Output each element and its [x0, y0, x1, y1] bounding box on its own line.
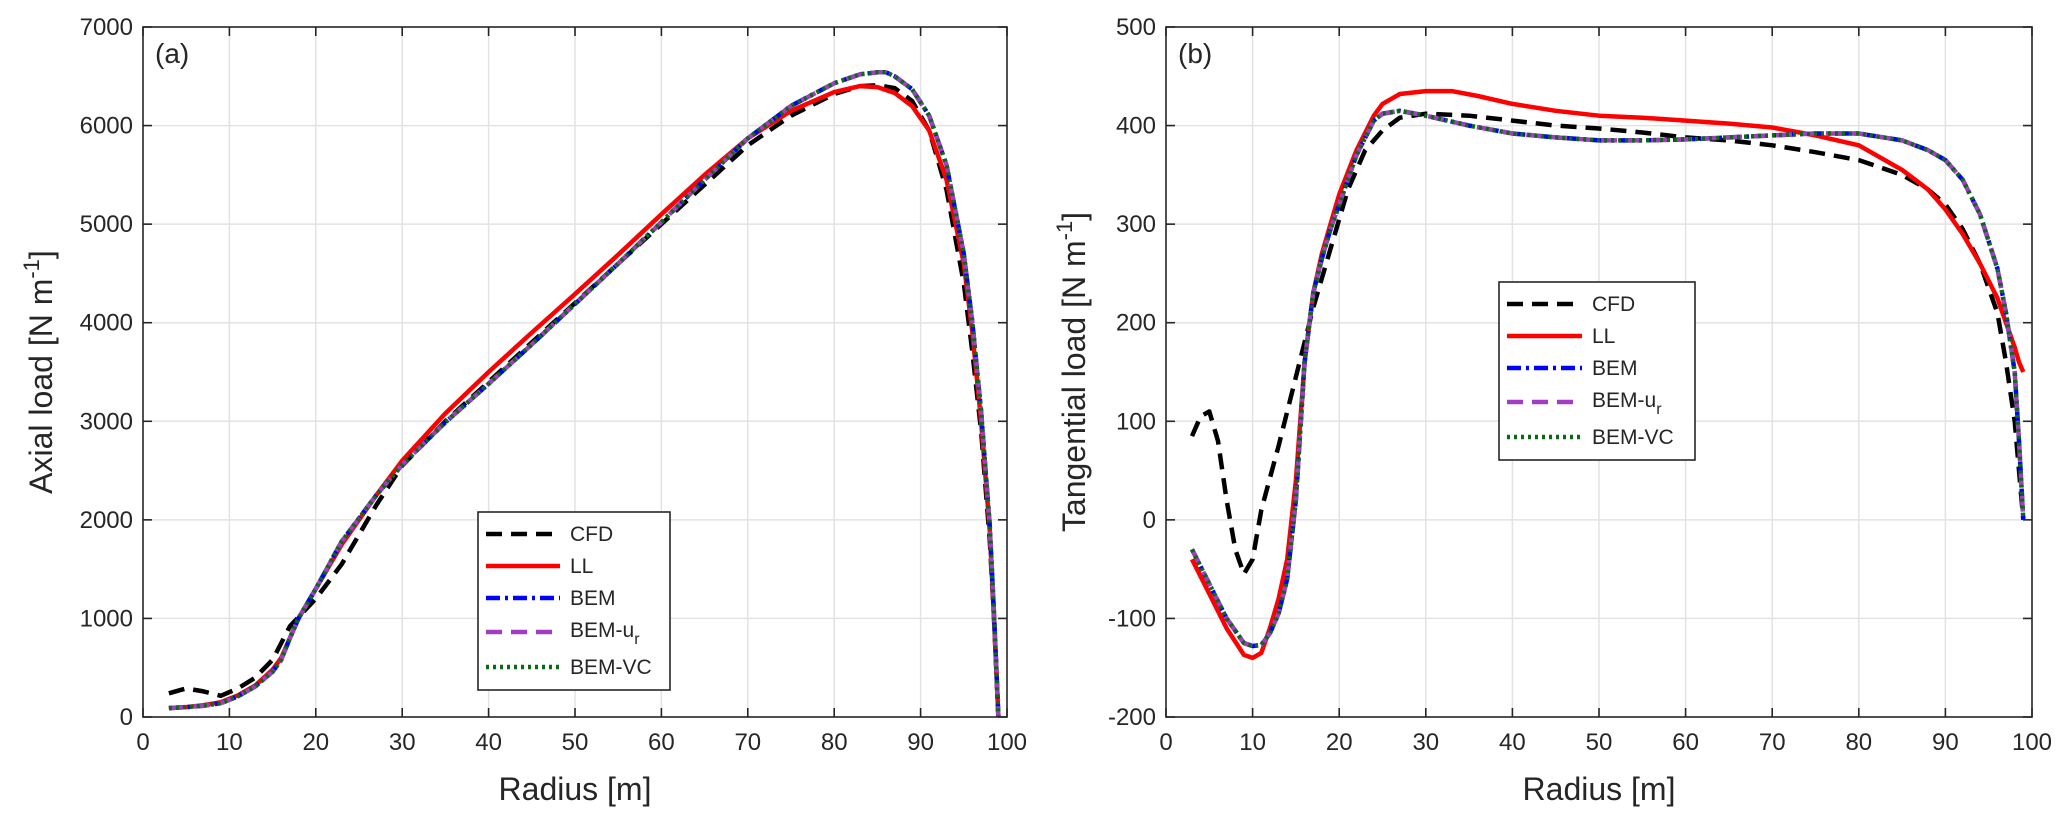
panel-a-x-tick-label: 0 — [136, 729, 149, 756]
panel-a-x-tick-label: 100 — [987, 729, 1027, 756]
panel-b-x-tick-label: 80 — [1845, 729, 1872, 756]
panel-b-series-cfd — [1189, 111, 2026, 577]
panel-a-series — [168, 70, 1001, 717]
panel-b-x-tick-label: 10 — [1239, 729, 1266, 756]
panel-a-y-tick-label: 0 — [120, 704, 133, 731]
panel-b-x-axis-label: Radius [m] — [1523, 771, 1676, 807]
panel-a-y-tick-label: 2000 — [80, 507, 133, 534]
panel-a-axial-load: 0 10 20 30 40 50 60 70 80 90 100010002000300040005… — [19, 14, 1027, 807]
panel-b-x-tick-label: 60 — [1672, 729, 1699, 756]
panel-b-x-tick-label: 50 — [1586, 729, 1613, 756]
panel-b-y-tick-label: 200 — [1116, 310, 1156, 337]
panel-b-y-label-end: ] — [1056, 212, 1092, 221]
panel-a-legend-label-cfd: CFD — [570, 523, 613, 546]
panel-a-x-tick-label: 10 — [216, 729, 243, 756]
panel-b-y-axis-label: Tangential load [N m-1] — [1052, 212, 1092, 532]
panel-a-y-tick-label: 3000 — [80, 408, 133, 435]
panel-a-legend-label-bem-ur-subscript: r — [634, 631, 640, 648]
panel-a-legend-label-bem-ur: BEM-ur — [570, 619, 640, 648]
panel-a-x-tick-label: 80 — [821, 729, 848, 756]
panel-a-x-tick-label: 30 — [389, 729, 416, 756]
panel-a-x-tick-label: 60 — [648, 729, 675, 756]
panel-b-legend: CFD LL BEM BEM-ur BEM-VC — [1498, 281, 1696, 461]
panel-b-x-tick-label: 70 — [1759, 729, 1786, 756]
panel-a-legend-box — [477, 511, 671, 691]
panel-b-legend-label-bem-vc: BEM-VC — [1592, 426, 1674, 449]
panel-b-series-ll — [1189, 88, 2026, 661]
panel-a-x-tick-label: 40 — [475, 729, 502, 756]
panel-a-grid — [143, 27, 1007, 717]
panel-a-y-tick-label: 7000 — [80, 14, 133, 41]
panel-b-legend-label-bem-ur-base: BEM-u — [1592, 389, 1656, 412]
panel-b-y-label-superscript: -1 — [1052, 221, 1077, 241]
panel-b-legend-label-bem-ur-subscript: r — [1656, 401, 1662, 418]
panel-a-legend-label-bem: BEM — [570, 587, 616, 610]
panel-a-y-tick-label: 4000 — [80, 310, 133, 337]
panel-a-legend: CFD LL BEM BEM-ur BEM-VC — [477, 511, 671, 691]
panel-a-legend-label-ll: LL — [570, 555, 593, 578]
panel-a-series-bem-vc — [168, 70, 1001, 717]
panel-b-legend-label-cfd: CFD — [1592, 293, 1635, 316]
panel-b-y-tick-label: -100 — [1108, 605, 1156, 632]
panel-b-tangential-load: 0 10 20 30 40 50 60 70 80 90 100 -200 -100 0 100 200 300… — [1052, 14, 2052, 807]
panel-b-y-tick-label: 400 — [1116, 113, 1156, 140]
panel-b-legend-box — [1498, 281, 1696, 461]
panel-b-x-tick-label: 30 — [1412, 729, 1439, 756]
panel-a-y-axis-label: Axial load [N m-1] — [19, 250, 59, 494]
panel-b-y-tick-label: -200 — [1108, 704, 1156, 731]
panel-a-tag: (a) — [155, 38, 189, 69]
panel-a-y-label-end: ] — [23, 250, 59, 259]
panel-a-y-label-superscript: -1 — [19, 259, 44, 279]
panel-b-y-label-base: Tangential load [N m — [1056, 240, 1092, 532]
panel-b-series-bem-vc — [1189, 108, 2026, 649]
panel-b-tag: (b) — [1178, 38, 1212, 69]
panel-b-x-tick-label: 40 — [1499, 729, 1526, 756]
panel-a-x-tick-label: 70 — [734, 729, 761, 756]
panel-b-x-tick-label: 90 — [1932, 729, 1959, 756]
panel-a-y-label-base: Axial load [N m — [23, 279, 59, 494]
panel-b-y-tick-label: 100 — [1116, 408, 1156, 435]
panel-b-y-tick-label: 0 — [1143, 507, 1156, 534]
panel-b-ticks: 0 10 20 30 40 50 60 70 80 90 100 -200 -100 0 100 200 300… — [1108, 14, 2052, 756]
panel-a-x-tick-label: 50 — [562, 729, 589, 756]
panel-b-y-tick-label: 300 — [1116, 211, 1156, 238]
panel-a-x-tick-label: 20 — [302, 729, 329, 756]
panel-b-legend-label-ll: LL — [1592, 325, 1615, 348]
panel-b-y-tick-label: 500 — [1116, 14, 1156, 41]
panel-a-ticks: 0 10 20 30 40 50 60 70 80 90 100010002000300040005… — [80, 14, 1027, 756]
panel-b-legend-label-bem: BEM — [1592, 357, 1638, 380]
panel-b-x-tick-label: 0 — [1159, 729, 1172, 756]
panel-a-legend-label-bem-ur-base: BEM-u — [570, 619, 634, 642]
panel-b-series — [1189, 88, 2026, 661]
panel-b-legend-label-bem-ur: BEM-ur — [1592, 389, 1662, 418]
panel-a-y-tick-label: 6000 — [80, 113, 133, 140]
panel-a-legend-label-bem-vc: BEM-VC — [570, 656, 652, 679]
panel-b-x-tick-label: 100 — [2012, 729, 2052, 756]
panel-a-x-tick-label: 90 — [907, 729, 934, 756]
panel-a-y-tick-label: 5000 — [80, 211, 133, 238]
panel-a-x-axis-label: Radius [m] — [499, 771, 652, 807]
panel-a-y-tick-label: 1000 — [80, 605, 133, 632]
panel-b-x-tick-label: 20 — [1326, 729, 1353, 756]
